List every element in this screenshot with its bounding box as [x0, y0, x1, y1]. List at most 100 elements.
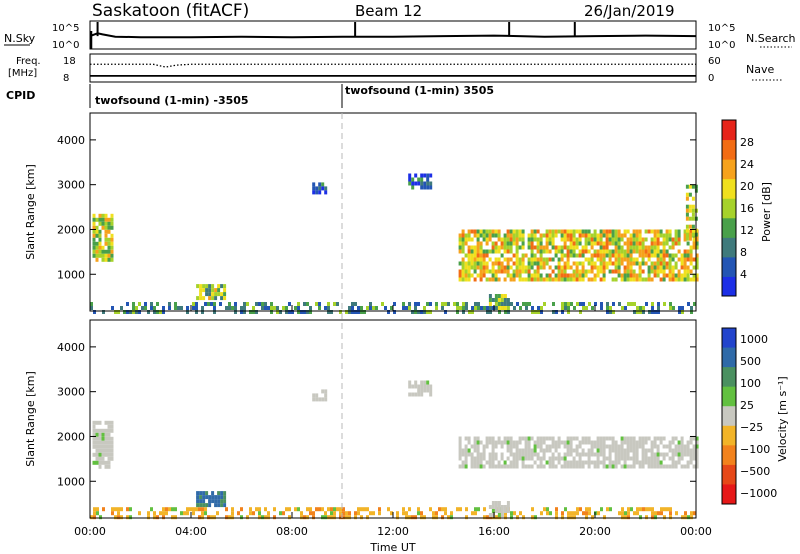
powerPlot-region-5 [458, 229, 699, 282]
velocity-background [90, 320, 696, 518]
vel-cbar-seg-0 [722, 328, 736, 349]
sky-plot-area [89, 22, 697, 49]
velocity-yticks: 1000 2000 3000 4000 [57, 341, 696, 488]
power-colorbar-label: Power [dB] [760, 182, 773, 242]
power-cbar-tick-5: 24 [740, 158, 754, 171]
power-panel: Slant Range [km] 1000 2000 3000 4000 4 8 12 16… [24, 112, 773, 314]
search-right-label: N.Search [746, 32, 796, 45]
freq-left-tick-bottom: 8 [63, 73, 69, 84]
station-title: Saskatoon (fitACF) [92, 1, 249, 21]
power-cbar-seg-2 [722, 237, 736, 258]
velYTicks-label-1: 2000 [57, 430, 85, 443]
power-cbar-tick-1: 8 [740, 246, 747, 259]
powerPlot-region-2 [196, 284, 227, 301]
powerYTicks-label-0: 1000 [57, 268, 85, 281]
power-cbar-tick-0: 4 [740, 268, 747, 281]
velocity-panel: Slant Range [km] 1000 2000 3000 4000 1000 50… [24, 305, 789, 554]
vel-cbar-frame [721, 327, 737, 505]
freq-left-label: Freq. [16, 56, 41, 67]
freq-nave-panel: Freq. [MHz] 18 8 60 0 Nave [8, 53, 782, 84]
x-tick-label-5: 20:00 [579, 525, 611, 538]
search-right-tick-bottom: 10^0 [708, 40, 735, 51]
sky-left-tick-top: 10^5 [52, 23, 79, 34]
powerPlot-region-0 [92, 213, 114, 262]
power-cbar-seg-6 [722, 159, 736, 180]
sky-search-panel: N.Sky 10^5 10^0 10^5 10^0 N.Search [4, 20, 796, 51]
velPlot-region-5 [458, 436, 699, 469]
power-colorbar: 4 8 12 16 20 24 28 [721, 119, 754, 297]
time-axis-label: Time UT [369, 541, 415, 554]
vel-cbar-seg-2 [722, 367, 736, 388]
vel-cbar-seg-4 [722, 406, 736, 427]
nave-series-line [90, 63, 696, 68]
vel-cbar-tick-7: −1000 [740, 487, 777, 500]
powerPlot-region-3 [312, 182, 328, 195]
vel-cbar-seg-7 [722, 464, 736, 485]
freq-nave-frame [89, 53, 697, 83]
vel-cbar-tick-2: 100 [740, 377, 761, 390]
power-cbar-tick-3: 16 [740, 202, 754, 215]
power-cbar-seg-0 [722, 276, 736, 297]
power-cbar-seg-4 [722, 198, 736, 219]
power-cbar-seg-7 [722, 139, 736, 160]
cpid-label: CPID [6, 89, 35, 102]
vel-cbar-tick-3: 25 [740, 399, 754, 412]
sky-left-label: N.Sky [4, 32, 36, 45]
vel-cbar-tick-6: −500 [740, 465, 770, 478]
sky-left-tick-bottom: 10^0 [52, 40, 79, 51]
velocity-xticks: 00:00 04:00 08:00 12:00 16:00 20:00 00:00 [74, 305, 712, 538]
velYTicks-label-2: 3000 [57, 386, 85, 399]
cpid-row: CPID twofsound (1-min) -3505 twofsound (… [6, 84, 494, 108]
velYTicks-label-3: 4000 [57, 341, 85, 354]
power-cbar-tick-6: 28 [740, 136, 754, 149]
power-cbar-tick-2: 12 [740, 224, 754, 237]
power-cbar-seg-5 [722, 178, 736, 199]
power-ylabel: Slant Range [km] [24, 164, 37, 260]
x-tick-label-6: 00:00 [680, 525, 712, 538]
powerYTicks-label-2: 3000 [57, 179, 85, 192]
power-cbar-seg-8 [722, 120, 736, 141]
velPlot-region-1 [90, 507, 696, 520]
vel-cbar-seg-8 [722, 484, 736, 505]
velPlot-region-2 [196, 491, 227, 508]
vel-cbar-tick-0: 1000 [740, 333, 768, 346]
powerPlot-region-1 [90, 302, 696, 314]
vel-cbar-tick-1: 500 [740, 355, 761, 368]
power-cbar-tick-4: 20 [740, 180, 754, 193]
power-cbar-seg-1 [722, 256, 736, 277]
powerPlot-region-4 [408, 173, 433, 190]
vel-cbar-tick-4: −25 [740, 421, 763, 434]
search-right-tick-top: 10^5 [708, 23, 735, 34]
beam-title: Beam 12 [355, 2, 422, 20]
velPlot-region-3 [312, 389, 328, 402]
velocity-heatmap [90, 380, 699, 520]
powerYTicks-label-1: 2000 [57, 223, 85, 236]
x-tick-label-2: 08:00 [276, 525, 308, 538]
date-title: 26/Jan/2019 [584, 2, 675, 20]
velocity-ylabel: Slant Range [km] [24, 371, 37, 467]
powerYTicks-label-3: 4000 [57, 134, 85, 147]
velYTicks-label-0: 1000 [57, 475, 85, 488]
powerPlot-region-6 [488, 294, 510, 310]
vel-cbar-seg-3 [722, 386, 736, 407]
velocity-colorbar-label: Velocity [m s⁻¹] [776, 376, 789, 461]
power-heatmap [90, 173, 699, 314]
nave-right-tick-bottom: 0 [708, 73, 714, 84]
nave-right-label: Nave [746, 63, 774, 76]
vel-cbar-seg-1 [722, 347, 736, 368]
cpid-segment-2: twofsound (1-min) 3505 [345, 84, 494, 97]
sky-series-line [89, 32, 697, 39]
x-tick-label-4: 16:00 [478, 525, 510, 538]
power-cbar-seg-3 [722, 217, 736, 238]
velocity-colorbar: 1000 500 100 25 −25 −100 −500 −1000 [721, 327, 777, 505]
sky-search-frame [89, 20, 697, 50]
velPlot-region-0 [92, 420, 114, 469]
freq-left-tick-top: 18 [63, 56, 76, 67]
x-tick-label-1: 04:00 [175, 525, 207, 538]
velPlot-region-4 [408, 380, 433, 397]
vel-cbar-seg-5 [722, 425, 736, 446]
x-tick-label-3: 12:00 [377, 525, 409, 538]
vel-cbar-tick-5: −100 [740, 443, 770, 456]
cpid-segment-1: twofsound (1-min) -3505 [95, 94, 249, 107]
